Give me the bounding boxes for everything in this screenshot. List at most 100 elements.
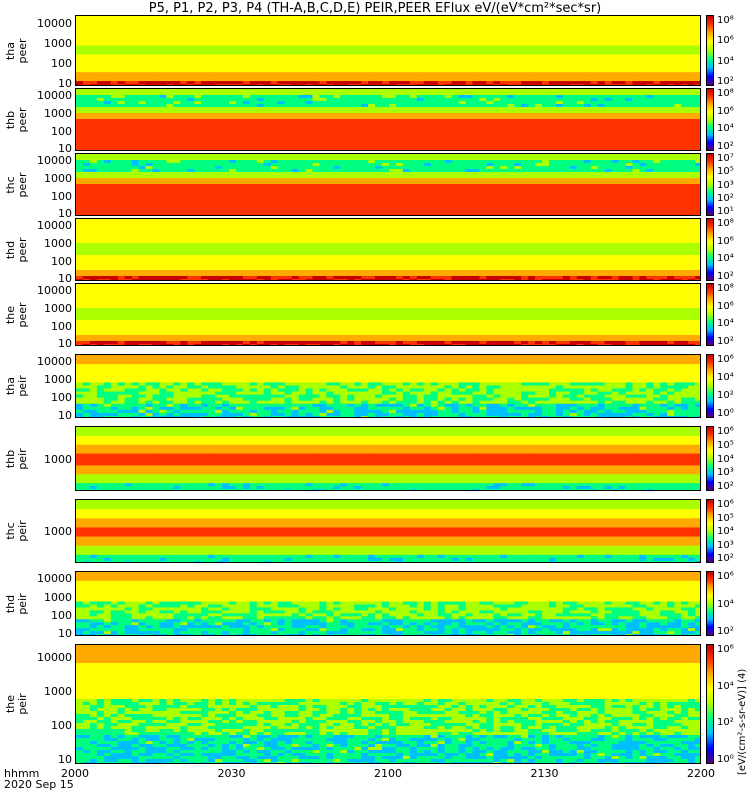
heatmap-cell: [347, 72, 355, 76]
heatmap-cell: [569, 45, 578, 50]
heatmap-cell: [256, 116, 265, 120]
heatmap-cell: [291, 181, 300, 185]
heatmap-cell: [117, 95, 126, 99]
heatmap-cell: [131, 78, 140, 82]
heatmap-cell: [201, 104, 209, 108]
heatmap-cell: [194, 30, 202, 35]
heatmap-cell: [354, 24, 362, 29]
heatmap-cell: [695, 18, 700, 23]
heatmap-cell: [465, 36, 474, 41]
heatmap-cell: [145, 66, 154, 70]
y-tick-label: 10: [26, 78, 72, 89]
heatmap-cell: [576, 21, 585, 26]
heatmap-cell: [173, 54, 181, 59]
heatmap-cell: [215, 154, 223, 158]
heatmap-cell: [430, 36, 439, 41]
heatmap-cell: [249, 101, 258, 105]
heatmap-cell: [562, 16, 571, 20]
heatmap-cell: [354, 137, 362, 141]
heatmap-cell: [514, 125, 522, 129]
heatmap-cell: [604, 131, 613, 135]
heatmap-cell: [542, 36, 550, 41]
heatmap-cell: [354, 143, 362, 147]
heatmap-cell: [542, 63, 550, 67]
heatmap-cell: [368, 21, 376, 26]
heatmap-cell: [82, 45, 91, 50]
heatmap-cell: [96, 51, 105, 56]
heatmap-cell: [187, 78, 195, 82]
heatmap-cell: [688, 175, 696, 179]
heatmap-cell: [479, 54, 487, 59]
heatmap-cell: [340, 27, 348, 32]
heatmap-cell: [472, 75, 481, 79]
heatmap-cell: [340, 51, 348, 56]
heatmap-cell: [145, 101, 154, 105]
heatmap-cell: [611, 122, 620, 126]
heatmap-cell: [382, 57, 390, 61]
heatmap-cell: [402, 157, 411, 161]
heatmap-cell: [103, 72, 112, 76]
heatmap-cell: [256, 78, 265, 82]
heatmap-cell: [395, 110, 404, 114]
heatmap-cell: [667, 137, 675, 141]
heatmap-cell: [695, 175, 700, 179]
heatmap-cell: [500, 63, 508, 67]
heatmap-cell: [590, 149, 599, 150]
heatmap-cell: [222, 154, 230, 158]
heatmap-cell: [117, 21, 126, 26]
heatmap-cell: [340, 78, 348, 82]
heatmap-cell: [479, 89, 487, 93]
heatmap-cell: [242, 163, 251, 167]
heatmap-cell: [319, 60, 327, 64]
heatmap-cell: [660, 140, 668, 144]
heatmap-cell: [159, 113, 168, 117]
heatmap-cell: [430, 51, 439, 56]
heatmap-cell: [242, 116, 251, 120]
heatmap-cell: [430, 181, 439, 185]
heatmap-cell: [423, 57, 432, 61]
heatmap-cell: [124, 169, 133, 173]
heatmap-cell: [514, 140, 522, 144]
heatmap-cell: [695, 131, 700, 135]
heatmap-cell: [110, 30, 119, 35]
heatmap-cell: [235, 104, 244, 108]
heatmap-cell: [653, 36, 661, 41]
heatmap-cell: [340, 30, 348, 35]
heatmap-cell: [625, 42, 634, 47]
heatmap-cell: [249, 30, 258, 35]
heatmap-cell: [611, 78, 620, 82]
heatmap-cell: [479, 143, 487, 147]
heatmap-cell: [458, 95, 467, 99]
heatmap-cell: [646, 75, 654, 79]
heatmap-cell: [465, 175, 474, 179]
heatmap-cell: [173, 119, 181, 123]
heatmap-cell: [354, 122, 362, 126]
heatmap-cell: [660, 48, 668, 53]
heatmap-cell: [402, 27, 411, 32]
heatmap-cell: [215, 146, 223, 150]
heatmap-cell: [340, 157, 348, 161]
heatmap-cell: [256, 36, 265, 41]
heatmap-cell: [569, 51, 578, 56]
heatmap-cell: [242, 81, 251, 85]
heatmap-cell: [437, 110, 446, 114]
heatmap-cell: [618, 98, 627, 102]
heatmap-cell: [145, 45, 154, 50]
y-tick-label: 10000: [26, 18, 72, 29]
heatmap-cell: [639, 63, 647, 67]
heatmap-cell: [375, 45, 383, 50]
heatmap-cell: [389, 78, 397, 82]
heatmap-cell: [312, 101, 321, 105]
heatmap-cell: [340, 66, 348, 70]
heatmap-cell: [569, 18, 578, 23]
heatmap-cell: [597, 98, 606, 102]
heatmap-cell: [688, 39, 696, 44]
heatmap-cell: [653, 157, 661, 161]
heatmap-cell: [298, 175, 307, 179]
heatmap-cell: [298, 172, 307, 176]
heatmap-cell: [416, 16, 425, 20]
heatmap-cell: [389, 116, 397, 120]
heatmap-cell: [173, 78, 181, 82]
heatmap-cell: [423, 33, 432, 38]
heatmap-cell: [187, 45, 195, 50]
